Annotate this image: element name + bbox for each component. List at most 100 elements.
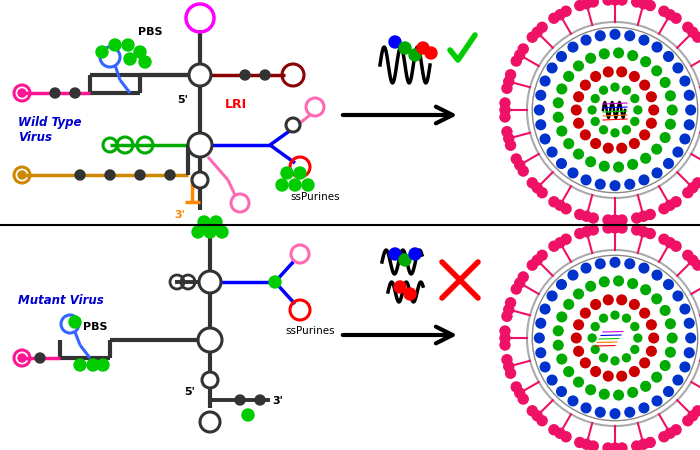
- Circle shape: [667, 333, 677, 343]
- Circle shape: [134, 46, 146, 58]
- Circle shape: [574, 118, 584, 128]
- Circle shape: [571, 105, 581, 115]
- Circle shape: [600, 126, 608, 134]
- Circle shape: [640, 130, 650, 140]
- Circle shape: [603, 67, 613, 76]
- Circle shape: [500, 105, 510, 115]
- Circle shape: [255, 395, 265, 405]
- Circle shape: [523, 18, 700, 203]
- Circle shape: [50, 88, 60, 98]
- Circle shape: [518, 394, 528, 404]
- Circle shape: [505, 140, 516, 150]
- Circle shape: [680, 76, 690, 86]
- Circle shape: [592, 94, 599, 103]
- Circle shape: [638, 211, 648, 221]
- Circle shape: [139, 56, 151, 68]
- Circle shape: [505, 368, 516, 378]
- Circle shape: [673, 63, 682, 73]
- Circle shape: [581, 263, 591, 273]
- Circle shape: [588, 0, 598, 7]
- Circle shape: [631, 225, 642, 235]
- Circle shape: [502, 83, 512, 93]
- Circle shape: [603, 143, 613, 153]
- Circle shape: [640, 57, 650, 67]
- Circle shape: [666, 119, 675, 129]
- Circle shape: [555, 238, 565, 248]
- Circle shape: [599, 277, 609, 287]
- Circle shape: [574, 289, 583, 299]
- Circle shape: [649, 105, 659, 115]
- Circle shape: [502, 355, 512, 365]
- Circle shape: [556, 52, 566, 61]
- Circle shape: [514, 50, 525, 60]
- Circle shape: [617, 371, 626, 381]
- Circle shape: [611, 129, 619, 137]
- Circle shape: [629, 367, 639, 376]
- Circle shape: [610, 257, 620, 267]
- Circle shape: [617, 295, 626, 305]
- Circle shape: [634, 334, 642, 342]
- Circle shape: [666, 347, 675, 357]
- Circle shape: [500, 333, 510, 343]
- Circle shape: [556, 387, 566, 396]
- Circle shape: [547, 375, 557, 385]
- Circle shape: [603, 223, 613, 233]
- Circle shape: [645, 229, 655, 238]
- Circle shape: [631, 94, 639, 103]
- Circle shape: [557, 84, 567, 94]
- Circle shape: [204, 226, 216, 238]
- Circle shape: [97, 359, 109, 371]
- Circle shape: [199, 271, 221, 293]
- Text: ssPurines: ssPurines: [290, 192, 340, 202]
- Circle shape: [555, 200, 565, 210]
- Circle shape: [286, 118, 300, 132]
- Circle shape: [580, 358, 590, 368]
- Circle shape: [645, 437, 655, 447]
- Circle shape: [504, 361, 514, 371]
- Circle shape: [600, 95, 630, 125]
- Circle shape: [557, 312, 567, 322]
- Circle shape: [622, 86, 631, 94]
- Circle shape: [622, 354, 631, 362]
- Circle shape: [547, 63, 557, 73]
- Circle shape: [518, 272, 528, 282]
- Circle shape: [652, 270, 662, 280]
- Circle shape: [192, 226, 204, 238]
- Circle shape: [647, 118, 656, 128]
- Circle shape: [188, 133, 212, 157]
- Circle shape: [294, 167, 306, 179]
- Circle shape: [69, 316, 81, 328]
- Circle shape: [659, 234, 669, 244]
- Circle shape: [240, 70, 250, 80]
- Circle shape: [611, 311, 619, 319]
- Circle shape: [638, 227, 648, 237]
- Circle shape: [617, 223, 627, 233]
- Circle shape: [568, 42, 578, 52]
- Circle shape: [500, 340, 510, 350]
- Text: ssPurines: ssPurines: [285, 326, 335, 336]
- Circle shape: [574, 346, 584, 356]
- Circle shape: [592, 346, 599, 353]
- Circle shape: [568, 168, 578, 178]
- Circle shape: [198, 216, 210, 228]
- Circle shape: [35, 353, 45, 363]
- Circle shape: [394, 281, 406, 293]
- Circle shape: [210, 216, 222, 228]
- Circle shape: [688, 183, 698, 193]
- Circle shape: [289, 179, 301, 191]
- Circle shape: [614, 390, 624, 400]
- Circle shape: [574, 320, 584, 329]
- Circle shape: [561, 234, 571, 244]
- Circle shape: [235, 395, 245, 405]
- Circle shape: [600, 314, 608, 322]
- Circle shape: [665, 238, 675, 248]
- Circle shape: [580, 130, 590, 140]
- Circle shape: [582, 227, 591, 237]
- Circle shape: [610, 30, 620, 39]
- Circle shape: [109, 39, 121, 51]
- Circle shape: [652, 396, 662, 406]
- Circle shape: [693, 406, 700, 416]
- Circle shape: [242, 409, 254, 421]
- Circle shape: [511, 56, 522, 66]
- Circle shape: [640, 153, 650, 163]
